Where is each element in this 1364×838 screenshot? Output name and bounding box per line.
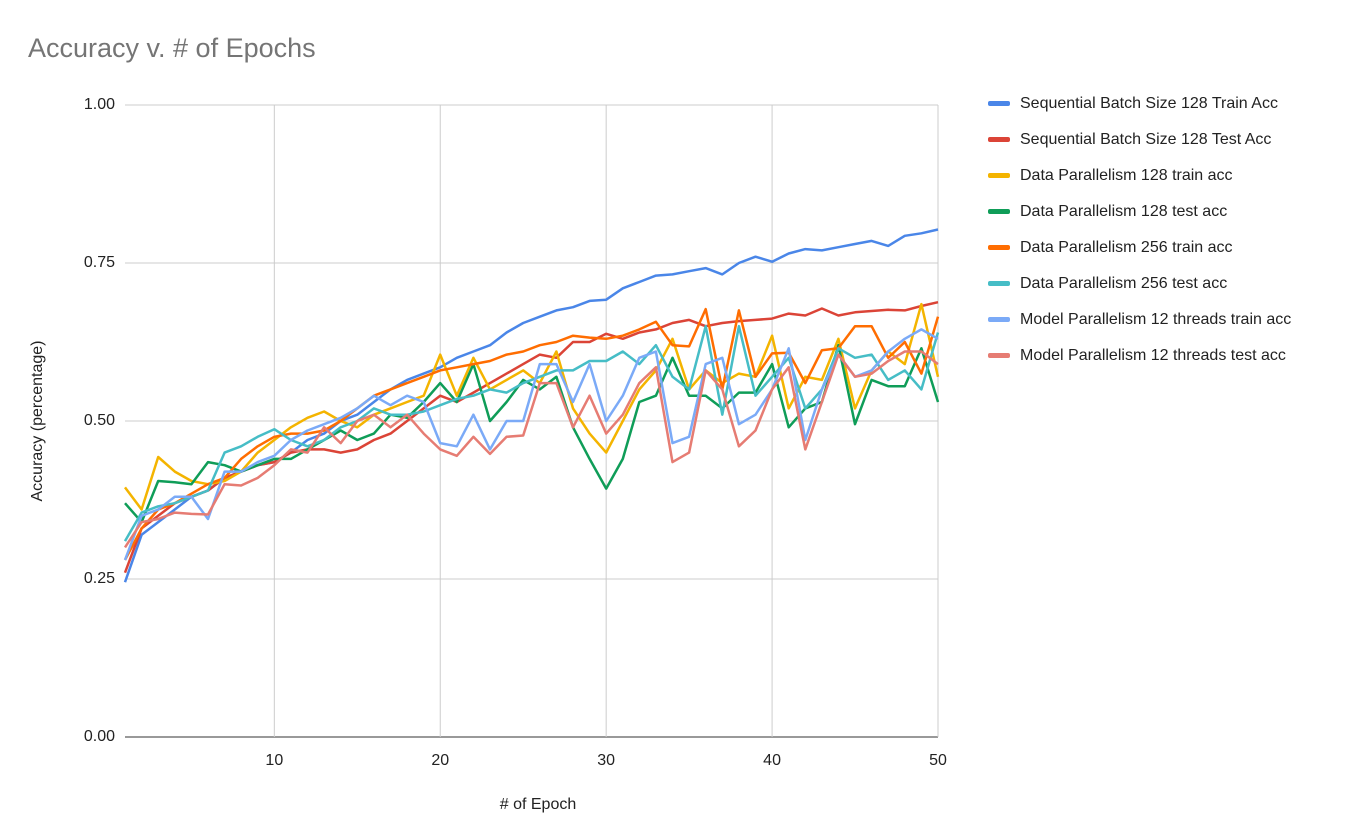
legend-label: Sequential Batch Size 128 Test Acc bbox=[1020, 131, 1272, 148]
legend-item: Data Parallelism 256 train acc bbox=[988, 239, 1308, 256]
x-tick-label: 30 bbox=[597, 752, 615, 769]
series-line bbox=[123, 350, 939, 549]
legend-swatch bbox=[988, 353, 1010, 358]
series-line bbox=[123, 307, 940, 561]
y-tick-label: 0.00 bbox=[84, 728, 115, 745]
x-tick-label: 50 bbox=[929, 752, 947, 769]
y-tick-label: 0.75 bbox=[84, 254, 115, 271]
series-line bbox=[124, 343, 940, 524]
legend-item: Sequential Batch Size 128 Test Acc bbox=[988, 131, 1308, 148]
legend-label: Sequential Batch Size 128 Train Acc bbox=[1020, 95, 1278, 112]
x-tick-label: 20 bbox=[431, 752, 449, 769]
legend-swatch bbox=[988, 281, 1010, 286]
chart-title: Accuracy v. # of Epochs bbox=[28, 33, 316, 63]
x-tick-label: 10 bbox=[265, 752, 283, 769]
legend-item: Model Parallelism 12 threads test acc bbox=[988, 347, 1308, 364]
legend-label: Data Parallelism 128 train acc bbox=[1020, 167, 1233, 184]
x-tick-label: 40 bbox=[763, 752, 781, 769]
legend-label: Model Parallelism 12 threads test acc bbox=[1020, 347, 1286, 364]
series-line bbox=[123, 328, 939, 561]
legend-swatch bbox=[988, 245, 1010, 250]
legend: Sequential Batch Size 128 Train Acc Seque… bbox=[988, 95, 1308, 383]
y-tick-label: 1.00 bbox=[84, 96, 115, 113]
series-line bbox=[124, 302, 940, 511]
legend-item: Data Parallelism 128 train acc bbox=[988, 167, 1308, 184]
y-tick-label: 0.50 bbox=[84, 412, 115, 429]
legend-item: Data Parallelism 256 test acc bbox=[988, 275, 1308, 292]
legend-swatch bbox=[988, 137, 1010, 142]
legend-item: Model Parallelism 12 threads train acc bbox=[988, 311, 1308, 328]
x-axis-label: # of Epoch bbox=[500, 796, 577, 813]
legend-item: Sequential Batch Size 128 Train Acc bbox=[988, 95, 1308, 112]
legend-swatch bbox=[988, 209, 1010, 214]
legend-label: Model Parallelism 12 threads train acc bbox=[1020, 311, 1292, 328]
legend-label: Data Parallelism 128 test acc bbox=[1020, 203, 1228, 220]
series-line bbox=[123, 300, 939, 574]
series-line bbox=[123, 324, 940, 542]
legend-swatch bbox=[988, 173, 1010, 178]
legend-label: Data Parallelism 256 test acc bbox=[1020, 275, 1228, 292]
legend-label: Data Parallelism 256 train acc bbox=[1020, 239, 1233, 256]
legend-item: Data Parallelism 128 test acc bbox=[988, 203, 1308, 220]
legend-swatch bbox=[988, 101, 1010, 106]
legend-swatch bbox=[988, 317, 1010, 322]
y-axis-label: Accuracy (percentage) bbox=[29, 341, 46, 502]
y-tick-label: 0.25 bbox=[84, 570, 115, 587]
